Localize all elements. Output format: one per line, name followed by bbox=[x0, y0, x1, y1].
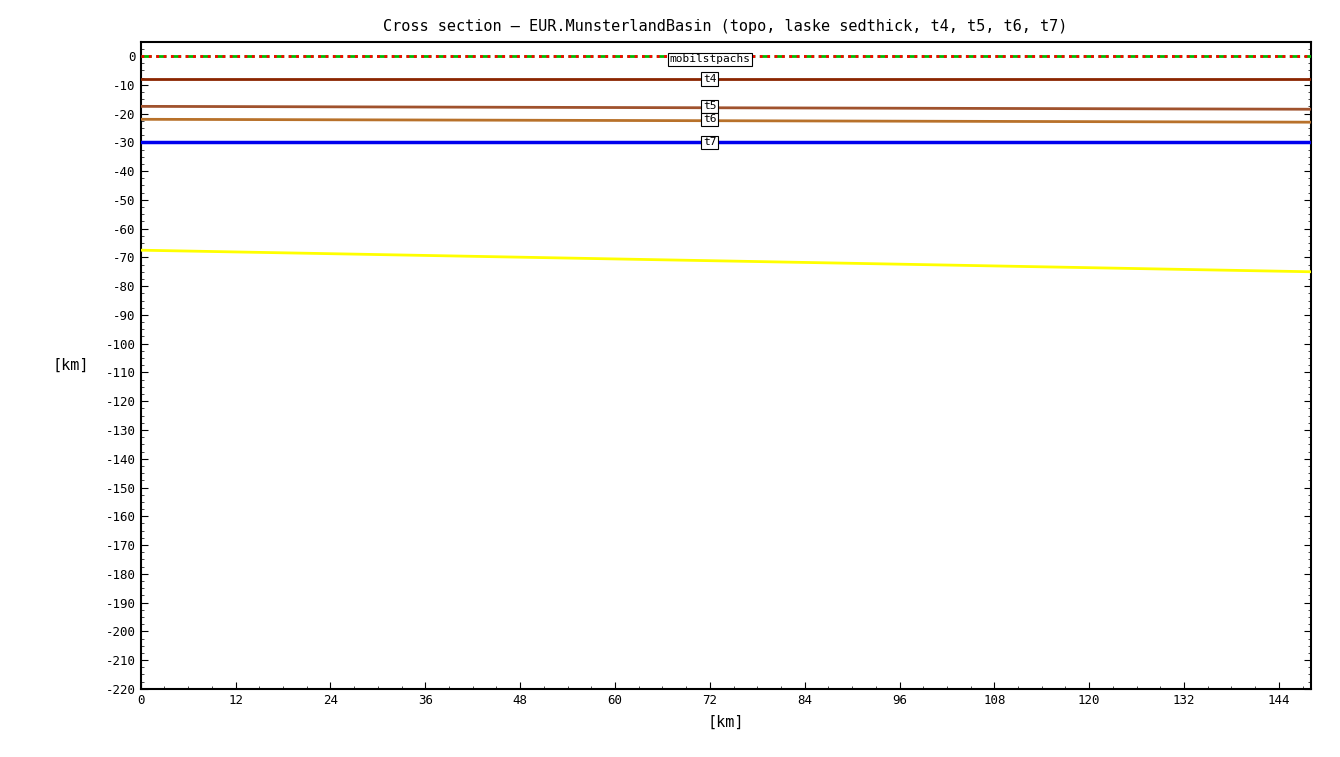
Text: t5: t5 bbox=[704, 101, 717, 111]
X-axis label: [km]: [km] bbox=[708, 715, 744, 730]
Title: Cross section – EUR.MunsterlandBasin (topo, laske sedthick, t4, t5, t6, t7): Cross section – EUR.MunsterlandBasin (to… bbox=[383, 18, 1068, 33]
Text: t4: t4 bbox=[704, 74, 717, 84]
Y-axis label: [km]: [km] bbox=[52, 358, 90, 372]
Text: t7: t7 bbox=[704, 137, 717, 148]
Text: t6: t6 bbox=[704, 114, 717, 124]
Text: mobilstpachs: mobilstpachs bbox=[669, 55, 750, 64]
